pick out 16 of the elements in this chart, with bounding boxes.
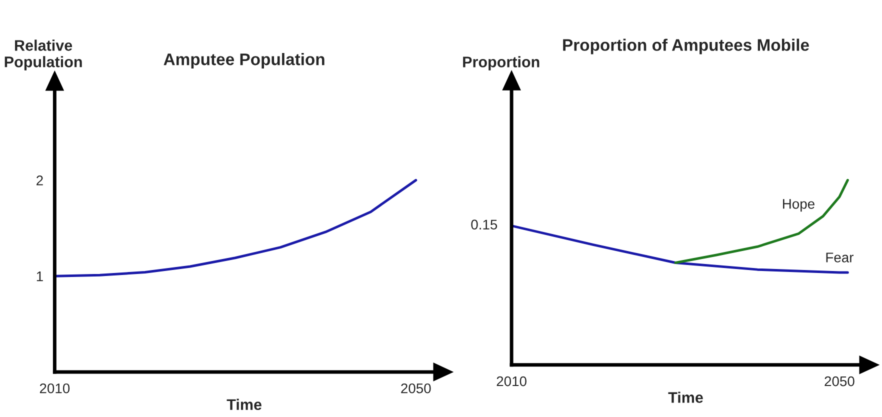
- series-label: Hope: [783, 199, 814, 212]
- x-tick-label: 2010: [496, 376, 526, 386]
- series-label: Fear: [826, 252, 854, 262]
- y-tick-label: 2: [36, 176, 43, 186]
- line-series: [54, 178, 418, 278]
- y-tick-label: 1: [36, 272, 43, 282]
- y-axis-title: Relative Population: [4, 40, 82, 70]
- x-axis-title: Time: [226, 398, 262, 410]
- x-tick-label: 2050: [401, 383, 431, 394]
- x-axis-title: Time: [668, 392, 703, 403]
- chart-title: Amputee Population: [164, 52, 324, 69]
- annotation: 0.15: [471, 220, 498, 230]
- chart-title: Proportion of Amputees Mobile: [563, 38, 809, 54]
- x-tick-label: 2050: [824, 376, 854, 386]
- x-tick-label: 2010: [40, 383, 70, 394]
- y-axis-title: Proportion: [463, 56, 540, 70]
